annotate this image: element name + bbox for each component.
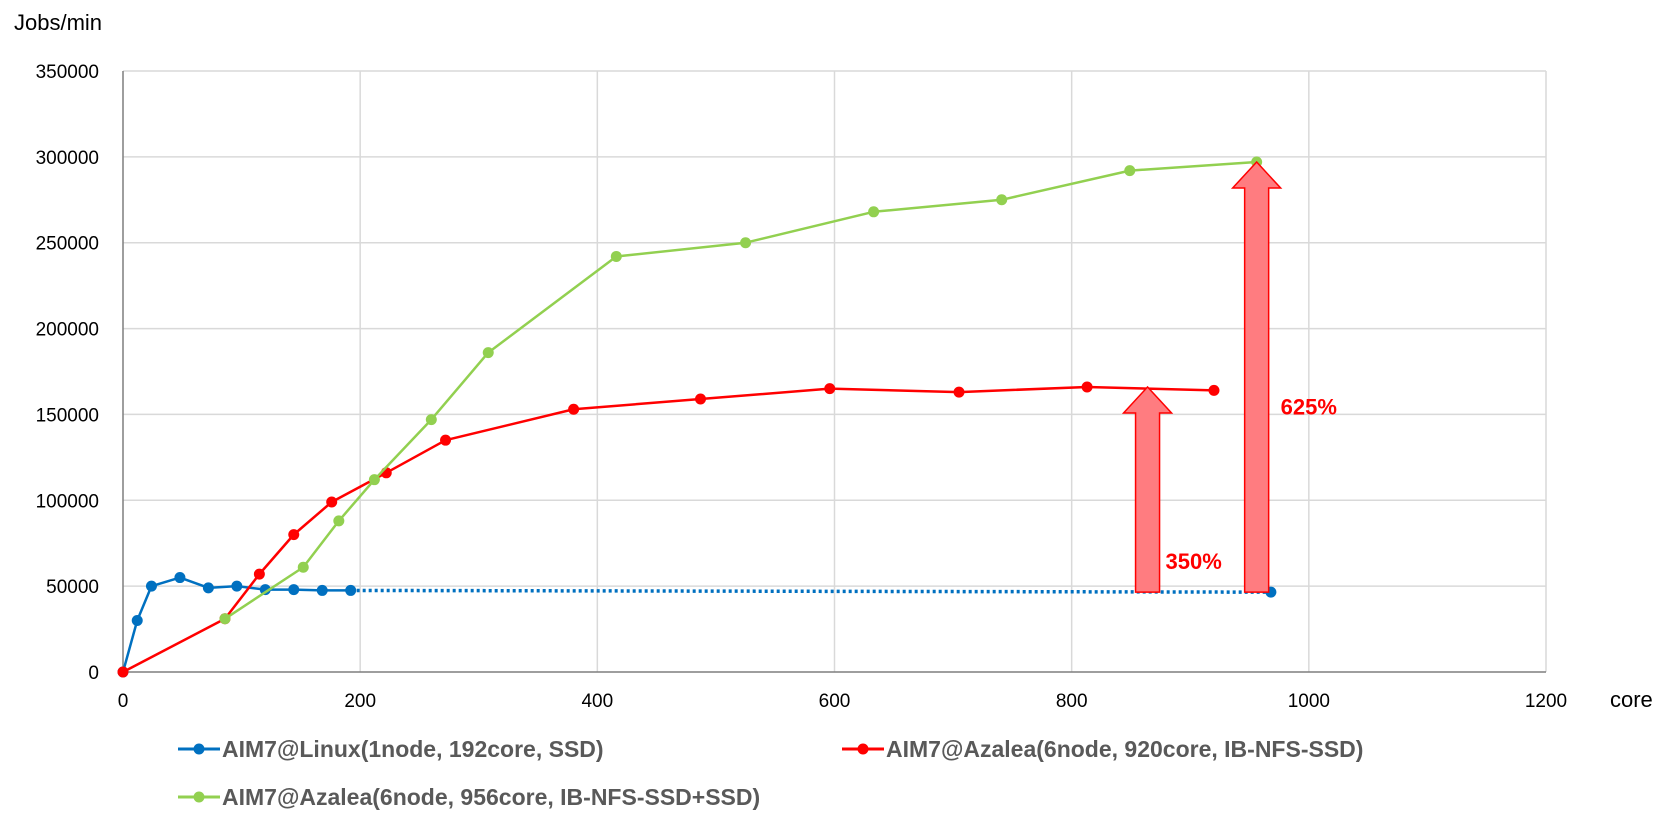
annotation-label: 350% — [1166, 549, 1222, 574]
data-point — [131, 614, 143, 626]
data-point — [568, 403, 580, 415]
x-tick-label: 0 — [118, 691, 129, 712]
legend-swatch-marker — [193, 743, 205, 755]
x-axis-title: core — [1610, 687, 1653, 712]
data-point — [333, 515, 345, 527]
x-tick-label: 200 — [344, 691, 376, 712]
data-point — [610, 250, 622, 262]
series-line — [224, 160, 1257, 620]
legend: AIM7@Linux(1node, 192core, SSD) AIM7@Azal… — [178, 736, 1363, 810]
data-point — [117, 666, 129, 678]
data-point — [996, 194, 1008, 206]
data-point — [1081, 381, 1093, 393]
data-point — [231, 580, 243, 592]
legend-label: AIM7@Linux(1node, 192core, SSD) — [222, 736, 604, 762]
data-point — [740, 237, 752, 249]
data-point — [259, 584, 271, 596]
x-tick-label: 400 — [581, 691, 613, 712]
data-point — [482, 347, 494, 359]
grid-lines — [123, 70, 1547, 672]
up-arrow-icon — [1230, 160, 1283, 593]
data-point — [219, 613, 231, 625]
data-point — [1124, 165, 1136, 177]
series-1 — [117, 572, 1277, 678]
data-point — [425, 414, 437, 426]
up-arrow-icon — [1121, 385, 1174, 593]
legend-swatch-marker — [193, 791, 205, 803]
series-3 — [219, 156, 1263, 625]
data-point — [174, 572, 186, 584]
data-point — [368, 474, 380, 486]
x-tick-label: 800 — [1056, 691, 1088, 712]
legend-item: AIM7@Azalea(6node, 920core, IB-NFS-SSD) — [842, 736, 1363, 762]
series-2 — [117, 381, 1220, 678]
series-dotted-extension — [350, 588, 1271, 594]
y-tick-label: 250000 — [36, 234, 99, 255]
data-point — [326, 496, 338, 508]
annotation-arrows: 350% 625% — [1121, 160, 1337, 593]
legend-label: AIM7@Azalea(6node, 920core, IB-NFS-SSD) — [886, 736, 1363, 762]
series-line — [121, 576, 351, 673]
data-point — [695, 393, 707, 405]
x-tick-label: 1200 — [1525, 691, 1567, 712]
data-point — [1208, 384, 1220, 396]
series-line — [122, 385, 1215, 674]
annotation-label: 625% — [1281, 394, 1337, 419]
data-point — [316, 584, 328, 596]
y-tick-label: 0 — [88, 663, 99, 684]
legend-swatch-marker — [857, 743, 869, 755]
data-point — [297, 561, 309, 573]
data-point — [868, 206, 880, 218]
y-axis-title: Jobs/min — [14, 10, 102, 35]
data-point — [288, 584, 300, 596]
data-point — [440, 434, 452, 446]
y-tick-label: 300000 — [36, 148, 99, 169]
data-point — [145, 580, 157, 592]
y-tick-label: 50000 — [46, 577, 99, 598]
legend-item: AIM7@Azalea(6node, 956core, IB-NFS-SSD+S… — [178, 784, 760, 810]
x-tick-label: 1000 — [1288, 691, 1330, 712]
y-tick-label: 100000 — [36, 491, 99, 512]
legend-label: AIM7@Azalea(6node, 956core, IB-NFS-SSD+S… — [222, 784, 760, 810]
data-point — [953, 386, 965, 398]
annotation-2: 625% — [1230, 160, 1337, 593]
data-point — [253, 568, 265, 580]
data-point — [202, 582, 214, 594]
data-series — [117, 156, 1277, 678]
x-tick-label: 600 — [819, 691, 851, 712]
data-point — [345, 584, 357, 596]
axes: 0 50000 100000 150000 200000 250000 300000 3500… — [36, 62, 1568, 712]
data-point — [288, 529, 300, 541]
y-tick-label: 350000 — [36, 62, 99, 83]
annotation-1: 350% — [1121, 385, 1222, 593]
legend-item: AIM7@Linux(1node, 192core, SSD) — [178, 736, 604, 762]
y-tick-label: 150000 — [36, 405, 99, 426]
y-tick-label: 200000 — [36, 320, 99, 341]
data-point — [824, 383, 836, 395]
